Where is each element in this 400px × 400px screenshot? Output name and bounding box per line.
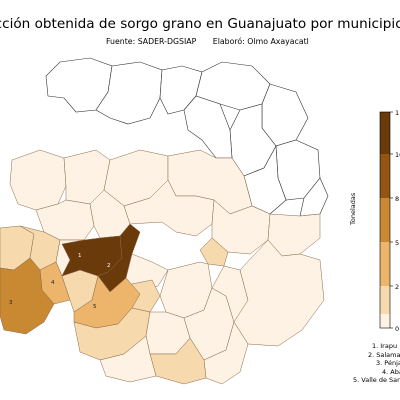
municipality-s1	[9, 149, 67, 211]
colorbar-tick-labels: 0 2 5 8 10 1	[395, 109, 400, 333]
region-label: 5	[93, 304, 97, 310]
municipality-n1	[45, 57, 113, 113]
colorbar-band	[380, 314, 390, 328]
colorbar-axis-label: Toneladas	[349, 192, 357, 225]
municipality-s25	[99, 335, 157, 383]
map-subtitle: Fuente: SADER-DGSIAP Elaboró: Olmo Axaya…	[106, 37, 309, 46]
municipality-s22	[233, 239, 325, 347]
colorbar-frame	[379, 111, 391, 329]
colorbar-band	[380, 198, 390, 242]
legend-item: 4. Aba	[382, 367, 400, 376]
legend-item: 3. Pénja	[376, 359, 400, 368]
region-labels: 1 2 3 4 5	[9, 253, 111, 310]
colorbar-tick-label: 5	[395, 239, 399, 247]
colorbar-band	[380, 112, 390, 154]
municipality-s8	[211, 199, 271, 255]
municipality-s7	[123, 179, 215, 237]
municipality-s23	[203, 321, 249, 385]
municipality-n10	[299, 177, 329, 217]
region-label: 4	[51, 280, 55, 286]
municipality-s24	[149, 337, 207, 385]
author-text: Elaboró: Olmo Axayacatl	[212, 37, 309, 46]
colorbar-tick-label: 0	[395, 325, 399, 333]
colorbar-tick-label: 2	[395, 283, 399, 291]
map-title: ucción obtenida de sorgo grano en Guanaj…	[0, 16, 400, 32]
region-label: 1	[78, 253, 82, 259]
municipality-legend: 1. Irapu 2. Salama 3. Pénja 4. Aba 5. Va…	[350, 342, 400, 385]
southern-municipalities	[0, 149, 325, 385]
region-label: 3	[9, 300, 13, 306]
colorbar-band	[380, 286, 390, 314]
colorbar-band	[380, 242, 390, 286]
region-label: 2	[107, 263, 111, 269]
colorbar: 0 2 5 8 10 1	[379, 109, 400, 333]
colorbar-tick-label: 8	[395, 195, 399, 203]
colorbar-top-label: 1	[395, 109, 399, 117]
legend-item: 1. Irapu	[372, 342, 398, 350]
colorbar-ticks	[390, 111, 393, 329]
colorbar-tick-label: 10	[395, 151, 400, 159]
colorbar-band	[380, 154, 390, 198]
source-text: Fuente: SADER-DGSIAP	[106, 37, 197, 46]
municipality-n2	[95, 61, 163, 125]
region-3-penjamo	[0, 257, 55, 335]
municipality-s10	[199, 237, 229, 267]
legend-item: 2. Salama	[368, 350, 400, 359]
legend-item: 5. Valle de San	[353, 376, 400, 385]
northern-municipalities	[45, 57, 329, 217]
